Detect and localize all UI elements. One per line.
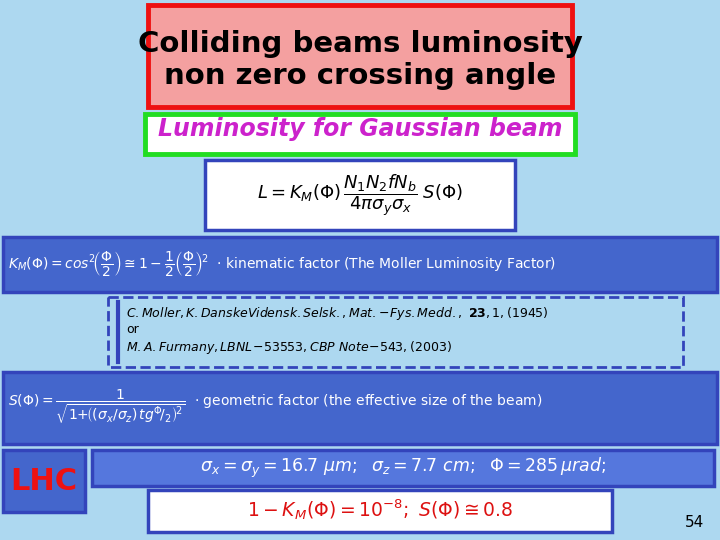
- Bar: [148, 5, 572, 107]
- Bar: [3, 450, 85, 512]
- Text: $K_M(\Phi) = cos^2\!\left(\dfrac{\Phi}{2}\right) \cong 1 - \dfrac{1}{2}\left(\df: $K_M(\Phi) = cos^2\!\left(\dfrac{\Phi}{2…: [8, 249, 556, 279]
- Text: $\sigma_x = \sigma_y{=}16.7\ \mu m;\ \ \sigma_z = 7.7\ cm;\ \ \Phi = 285\,\mu ra: $\sigma_x = \sigma_y{=}16.7\ \mu m;\ \ \…: [200, 456, 606, 480]
- Text: $S(\Phi){=}\dfrac{1}{\sqrt{1{+}\!\left((\sigma_x/\sigma_z)\,tg^{\Phi}\!/_{2}\rig: $S(\Phi){=}\dfrac{1}{\sqrt{1{+}\!\left((…: [8, 388, 542, 426]
- Text: $\mathit{M. A. Furmany, LBNL\!-\!53553, CBP\ Note\!-\!543, (2003)}$: $\mathit{M. A. Furmany, LBNL\!-\!53553, …: [126, 339, 452, 356]
- Text: 54: 54: [685, 515, 704, 530]
- Bar: [3, 237, 717, 292]
- Bar: [205, 160, 515, 230]
- Bar: [145, 114, 575, 154]
- Bar: [108, 297, 683, 367]
- Text: $\mathit{C. Moller, K. Danske Vidensk. Selsk., Mat.\!-\!Fys. Medd.,}$ $\mathbf{2: $\mathit{C. Moller, K. Danske Vidensk. S…: [126, 305, 549, 322]
- Text: $L = K_M(\Phi)\,\dfrac{N_1 N_2 f N_b}{4\pi\sigma_y\sigma_x}\;S(\Phi)$: $L = K_M(\Phi)\,\dfrac{N_1 N_2 f N_b}{4\…: [257, 172, 463, 218]
- Text: non zero crossing angle: non zero crossing angle: [164, 62, 556, 90]
- Text: $1 - K_M(\Phi) = 10^{-8};\ S(\Phi) \cong 0.8$: $1 - K_M(\Phi) = 10^{-8};\ S(\Phi) \cong…: [247, 497, 513, 522]
- Text: LHC: LHC: [10, 467, 78, 496]
- Bar: [148, 490, 612, 532]
- Text: Colliding beams luminosity: Colliding beams luminosity: [138, 30, 582, 58]
- Text: or: or: [126, 323, 139, 336]
- Text: Luminosity for Gaussian beam: Luminosity for Gaussian beam: [158, 117, 562, 141]
- Bar: [3, 372, 717, 444]
- Bar: [92, 450, 714, 486]
